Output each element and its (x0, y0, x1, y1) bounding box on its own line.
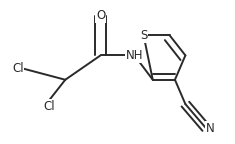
Text: Cl: Cl (12, 62, 24, 75)
Text: Cl: Cl (44, 100, 55, 113)
Text: N: N (206, 122, 215, 135)
Text: S: S (140, 29, 147, 42)
Text: O: O (96, 9, 105, 22)
Text: NH: NH (126, 49, 143, 62)
